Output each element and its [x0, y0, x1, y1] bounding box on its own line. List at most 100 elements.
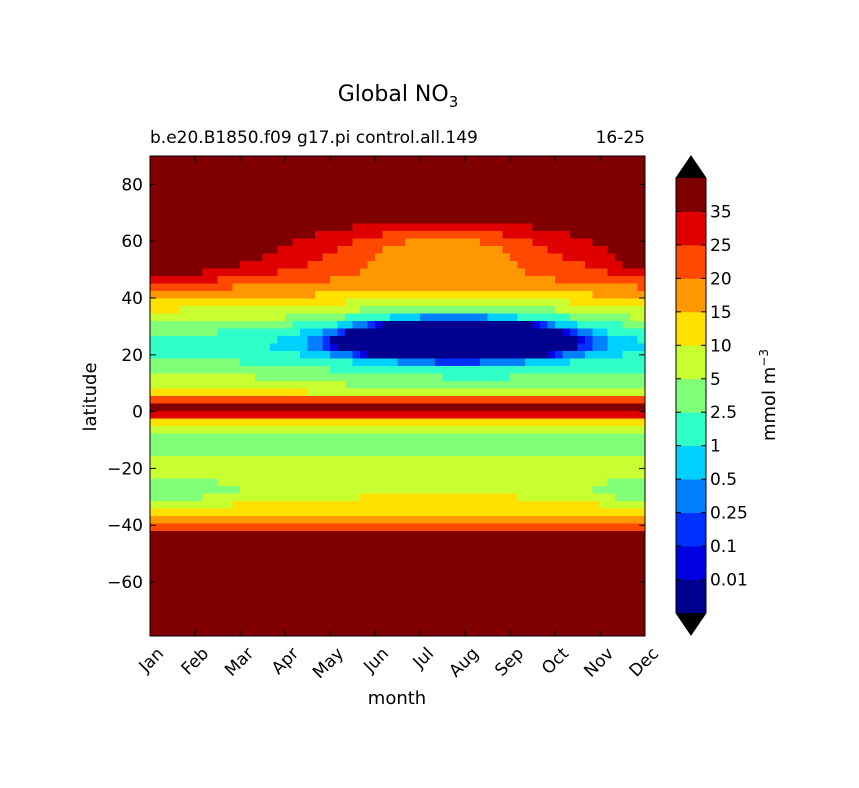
contour-cell — [390, 171, 399, 180]
contour-cell — [345, 261, 354, 270]
contour-cell — [240, 291, 249, 300]
colorbar-segment — [676, 546, 706, 580]
contour-cell — [570, 448, 579, 457]
contour-cell — [337, 283, 346, 292]
contour-cell — [607, 516, 616, 525]
contour-cell — [187, 283, 196, 292]
contour-cell — [315, 553, 324, 562]
contour-cell — [547, 351, 556, 360]
contour-cell — [270, 433, 279, 442]
contour-cell — [517, 373, 526, 382]
contour-cell — [292, 426, 301, 435]
contour-cell — [585, 448, 594, 457]
contour-cell — [202, 366, 211, 375]
contour-cell — [277, 156, 286, 165]
contour-cell — [480, 216, 489, 225]
contour-cell — [180, 606, 189, 615]
contour-cell — [352, 598, 361, 607]
contour-cell — [330, 418, 339, 427]
contour-cell — [435, 411, 444, 420]
contour-cell — [510, 283, 519, 292]
contour-cell — [390, 493, 399, 502]
contour-cell — [390, 186, 399, 195]
contour-cell — [592, 621, 601, 630]
contour-cell — [427, 598, 436, 607]
contour-cell — [510, 448, 519, 457]
contour-cell — [487, 231, 496, 240]
contour-cell — [352, 283, 361, 292]
contour-cell — [157, 351, 166, 360]
contour-cell — [540, 568, 549, 577]
contour-cell — [375, 343, 384, 352]
contour-cell — [562, 553, 571, 562]
contour-cell — [300, 216, 309, 225]
contour-cell — [315, 523, 324, 532]
contour-cell — [592, 561, 601, 570]
contour-cell — [225, 628, 234, 636]
contour-cell — [345, 501, 354, 510]
contour-cell — [465, 591, 474, 600]
contour-cell — [495, 583, 504, 592]
contour-cell — [360, 448, 369, 457]
contour-cell — [510, 268, 519, 277]
contour-cell — [495, 201, 504, 210]
contour-cell — [547, 291, 556, 300]
contour-cell — [165, 478, 174, 487]
contour-cell — [637, 583, 645, 592]
contour-cell — [555, 156, 564, 165]
contour-cell — [472, 448, 481, 457]
contour-cell — [330, 516, 339, 525]
contour-cell — [480, 178, 489, 187]
contour-cell — [390, 306, 399, 315]
contour-cell — [607, 276, 616, 285]
contour-cell — [300, 561, 309, 570]
contour-cell — [457, 561, 466, 570]
contour-cell — [615, 208, 624, 217]
contour-cell — [330, 433, 339, 442]
contour-cell — [330, 486, 339, 495]
contour-cell — [277, 388, 286, 397]
contour-cell — [225, 441, 234, 450]
contour-cell — [247, 201, 256, 210]
contour-cell — [517, 358, 526, 367]
contour-cell — [562, 298, 571, 307]
contour-cell — [442, 253, 451, 262]
contour-cell — [427, 261, 436, 270]
contour-cell — [360, 606, 369, 615]
contour-cell — [277, 478, 286, 487]
contour-cell — [562, 246, 571, 255]
contour-cell — [457, 628, 466, 636]
contour-cell — [480, 561, 489, 570]
contour-cell — [540, 448, 549, 457]
contour-cell — [307, 253, 316, 262]
contour-cell — [172, 478, 181, 487]
contour-cell — [337, 276, 346, 285]
contour-cell — [412, 418, 421, 427]
contour-cell — [330, 291, 339, 300]
contour-cell — [487, 268, 496, 277]
contour-cell — [232, 171, 241, 180]
contour-cell — [630, 231, 639, 240]
contour-cell — [360, 328, 369, 337]
contour-cell — [570, 343, 579, 352]
contour-cell — [585, 553, 594, 562]
contour-cell — [187, 538, 196, 547]
contour-cell — [397, 433, 406, 442]
contour-cell — [157, 433, 166, 442]
contour-cell — [285, 418, 294, 427]
contour-cell — [375, 291, 384, 300]
contour-cell — [360, 156, 369, 165]
contour-cell — [397, 381, 406, 390]
contour-cell — [442, 201, 451, 210]
contour-cell — [307, 508, 316, 517]
contour-cell — [607, 426, 616, 435]
contour-cell — [330, 298, 339, 307]
contour-cell — [225, 283, 234, 292]
contour-cell — [345, 388, 354, 397]
contour-cell — [570, 568, 579, 577]
contour-cell — [277, 291, 286, 300]
contour-cell — [150, 486, 159, 495]
contour-cell — [517, 313, 526, 322]
contour-cell — [270, 171, 279, 180]
contour-cell — [570, 411, 579, 420]
